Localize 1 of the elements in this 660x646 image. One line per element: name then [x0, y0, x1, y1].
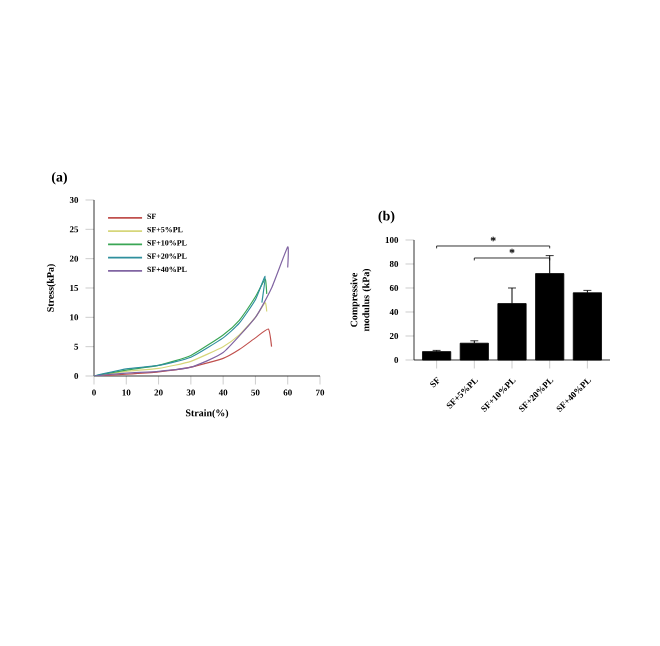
- line-series: [94, 246, 289, 376]
